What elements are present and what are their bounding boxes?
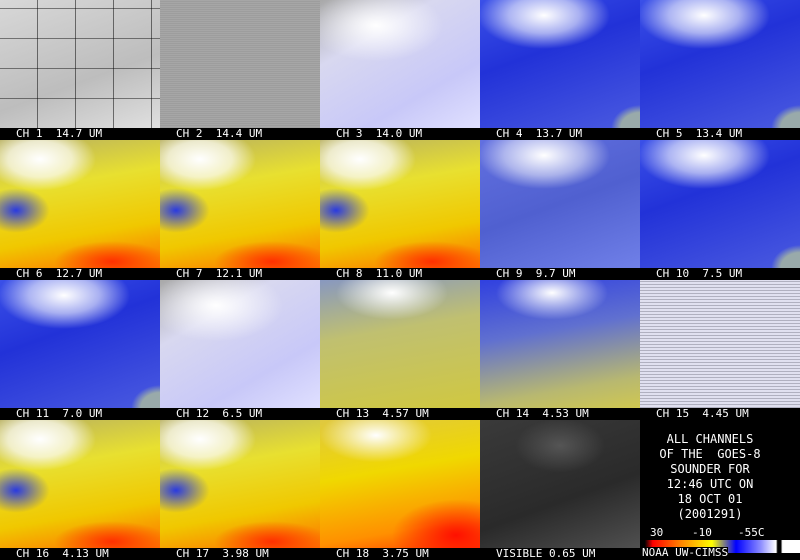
info-line: ALL CHANNELS [666,432,754,446]
info-line: 18 OCT 01 [677,492,743,506]
channel-panel: CH 17 3.98 UM [160,420,320,560]
channel-label: CH 2 14.4 UM [160,128,320,140]
credit: NOAA UW-CIMSS [642,546,729,559]
channel-panel: CH 4 13.7 UM [480,0,640,140]
channel-label: CH 11 7.0 UM [0,408,160,420]
channel-label: CH 3 14.0 UM [320,128,480,140]
channel-panel: CH 9 9.7 UM [480,140,640,280]
channel-panel: CH 13 4.57 UM [320,280,480,420]
channel-label: CH 13 4.57 UM [320,408,480,420]
channel-panel: CH 7 12.1 UM [160,140,320,280]
channel-panel: CH 15 4.45 UM [640,280,800,420]
channel-image [320,420,480,548]
info-line: 12:46 UTC ON [666,477,754,491]
channel-image [160,140,320,268]
channel-image [320,140,480,268]
channel-image [480,280,640,408]
channel-label: CH 5 13.4 UM [640,128,800,140]
info-block: 30 -10 -55C NOAA UW-CIMSS ALL CHANNELS OF… [640,420,800,560]
channel-panel: CH 2 14.4 UM [160,0,320,140]
scale-label: -55C [738,526,765,539]
channel-panel: CH 11 7.0 UM [0,280,160,420]
channel-label: CH 7 12.1 UM [160,268,320,280]
channel-panel: CH 16 4.13 UM [0,420,160,560]
channel-image [320,280,480,408]
channel-label: CH 4 13.7 UM [480,128,640,140]
channel-label: CH 18 3.75 UM [320,548,480,560]
channel-panel: CH 14 4.53 UM [480,280,640,420]
channel-label: CH 9 9.7 UM [480,268,640,280]
channel-image [0,0,160,128]
channel-panel: CH 10 7.5 UM [640,140,800,280]
channel-panel: CH 12 6.5 UM [160,280,320,420]
channel-image [480,420,640,548]
channel-image [160,280,320,408]
channel-panel: CH 8 11.0 UM [320,140,480,280]
channel-panel: CH 6 12.7 UM [0,140,160,280]
info-line: (2001291) [677,507,743,521]
info-line: SOUNDER FOR [670,462,750,476]
channel-image [640,280,800,408]
channel-label: CH 14 4.53 UM [480,408,640,420]
channel-image [640,0,800,128]
channel-label: CH 1 14.7 UM [0,128,160,140]
channel-image [320,0,480,128]
channel-image [640,140,800,268]
channel-label: CH 10 7.5 UM [640,268,800,280]
channel-image [0,140,160,268]
channel-label: CH 6 12.7 UM [0,268,160,280]
channel-image [160,420,320,548]
channel-label: CH 16 4.13 UM [0,548,160,560]
channel-label: VISIBLE 0.65 UM [480,548,640,560]
channel-panel: CH 3 14.0 UM [320,0,480,140]
channel-label: CH 17 3.98 UM [160,548,320,560]
channel-panel: VISIBLE 0.65 UM [480,420,640,560]
channel-image [0,280,160,408]
channel-image [480,140,640,268]
channel-panel: CH 5 13.4 UM [640,0,800,140]
channel-label: CH 15 4.45 UM [640,408,800,420]
channel-image [160,0,320,128]
scale-label: -10 [692,526,712,539]
channel-label: CH 8 11.0 UM [320,268,480,280]
channel-panel: CH 18 3.75 UM [320,420,480,560]
channel-label: CH 12 6.5 UM [160,408,320,420]
channel-image [0,420,160,548]
info-line: OF THE GOES-8 [659,447,761,461]
scale-label: 30 [650,526,664,539]
channel-panel: CH 1 14.7 UM [0,0,160,140]
channel-image [480,0,640,128]
